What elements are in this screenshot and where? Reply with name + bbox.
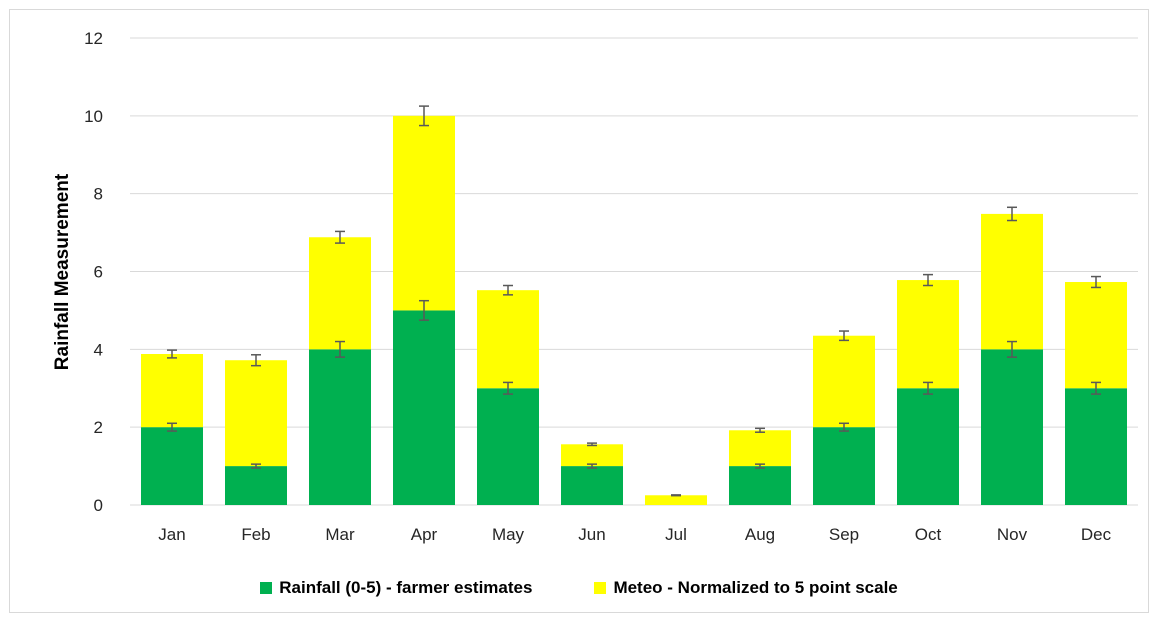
legend-item-farmer: Rainfall (0-5) - farmer estimates [260,578,532,598]
x-tick-label: Jan [158,525,185,544]
legend-swatch-meteo [594,582,607,594]
bar-meteo-jan [141,354,203,428]
bar-farmer-jun [561,466,623,505]
bar-farmer-may [477,388,539,505]
legend-item-meteo: Meteo - Normalized to 5 point scale [594,578,898,598]
error-bar [839,330,849,342]
bar-meteo-sep [813,335,875,428]
x-tick-label: Jun [578,525,605,544]
x-tick-label: Dec [1081,525,1112,544]
bar-meteo-may [477,290,539,389]
error-bar [1007,340,1017,358]
bar-meteo-jul [645,495,707,505]
error-bar [587,463,597,469]
bar-farmer-mar [309,349,371,505]
gridlines [130,37,1138,506]
y-tick-label: 6 [94,263,103,282]
error-bar [419,105,429,127]
bar-meteo-dec [1065,282,1127,389]
y-axis-label: Rainfall Measurement [52,173,73,370]
y-axis-ticks: 0 2 4 6 8 10 12 [84,29,103,515]
x-axis-ticks: Jan Feb Mar Apr May Jun Jul Aug Sep Oct Nov Dec [158,525,1111,544]
error-bar [167,349,177,359]
bar-meteo-aug [729,430,791,467]
x-tick-label: Oct [915,525,942,544]
error-bar [1091,275,1101,289]
x-tick-label: Sep [829,525,859,544]
error-bar [251,463,261,469]
bar-meteo-oct [897,280,959,389]
bar-meteo-jun [561,444,623,467]
x-tick-label: Apr [411,525,438,544]
error-bar [755,427,765,433]
error-bar [1007,206,1017,222]
y-tick-label: 0 [94,496,103,515]
bar-farmer-aug [729,466,791,505]
error-bar [503,284,513,296]
legend-label-farmer: Rainfall (0-5) - farmer estimates [279,578,533,597]
error-bar [587,442,597,447]
error-bar [251,354,261,367]
bar-farmer-apr [393,310,455,505]
error-bar [839,422,849,432]
bar-farmer-feb [225,466,287,505]
x-tick-label: Jul [665,525,687,544]
x-tick-label: Nov [997,525,1028,544]
error-bar [503,381,513,395]
bar-meteo-feb [225,360,287,467]
bar-farmer-dec [1065,388,1127,505]
y-tick-label: 8 [94,185,103,204]
error-bar [419,299,429,321]
bar-farmer-oct [897,388,959,505]
legend: Rainfall (0-5) - farmer estimates Meteo … [0,578,1158,598]
legend-label-meteo: Meteo - Normalized to 5 point scale [613,578,898,597]
bar-farmer-sep [813,427,875,505]
error-bar [671,494,681,497]
error-bars [167,105,1101,497]
error-bar [755,463,765,469]
error-bar [335,340,345,358]
y-tick-label: 10 [84,107,103,126]
bar-meteo-apr [393,115,455,311]
bar-farmer-nov [981,349,1043,505]
x-tick-label: Aug [745,525,775,544]
error-bar [923,273,933,287]
x-tick-label: May [492,525,525,544]
bar-farmer-jan [141,427,203,505]
y-tick-label: 4 [94,340,103,359]
error-bar [335,230,345,244]
error-bar [167,422,177,432]
x-tick-label: Mar [325,525,355,544]
bar-meteo-mar [309,237,371,350]
error-bar [1091,381,1101,395]
y-tick-label: 12 [84,29,103,48]
error-bar [923,381,933,395]
legend-swatch-farmer [260,582,273,594]
bars [141,115,1127,505]
x-tick-label: Feb [241,525,270,544]
y-tick-label: 2 [94,418,103,437]
bar-meteo-nov [981,213,1043,350]
